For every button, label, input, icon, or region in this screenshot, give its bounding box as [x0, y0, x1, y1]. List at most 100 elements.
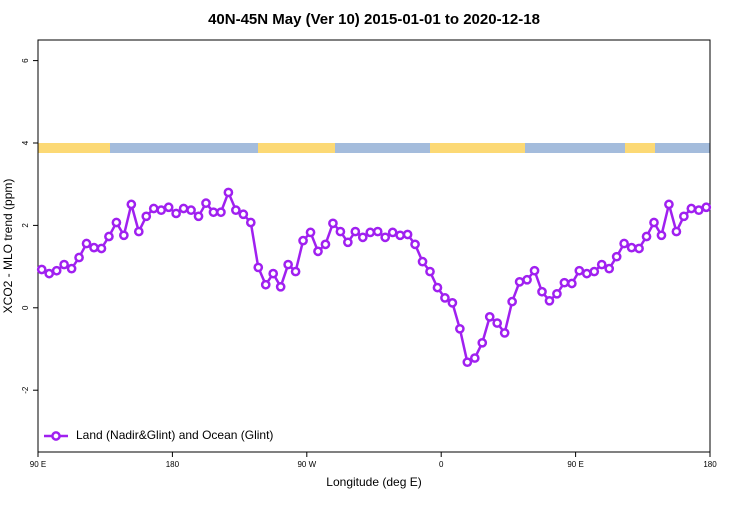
ocean-segment — [655, 143, 710, 153]
point — [402, 229, 413, 240]
point — [178, 203, 189, 214]
point — [357, 232, 368, 243]
point — [89, 242, 99, 253]
point — [59, 259, 69, 270]
point — [544, 295, 555, 306]
point — [350, 226, 361, 237]
point — [372, 226, 383, 237]
point — [432, 282, 443, 293]
point — [529, 265, 540, 276]
point — [133, 226, 144, 237]
land-segment — [258, 143, 335, 153]
point — [119, 230, 129, 241]
land-segment — [430, 143, 525, 153]
point — [343, 237, 353, 248]
point — [499, 328, 510, 338]
point — [634, 243, 644, 254]
y-axis-label: XCO2 - MLO trend (ppm) — [1, 179, 15, 314]
point — [283, 259, 293, 270]
point — [365, 227, 376, 238]
point — [537, 286, 547, 297]
x-tick-label: 0 — [439, 460, 444, 469]
land-segment — [38, 143, 110, 153]
point — [656, 230, 667, 241]
chart-title: 40N-45N May (Ver 10) 2015-01-01 to 2020-… — [208, 11, 540, 28]
point — [417, 256, 428, 267]
point — [477, 337, 488, 348]
point — [395, 230, 405, 241]
point — [455, 323, 465, 334]
point — [74, 252, 84, 263]
point — [253, 262, 264, 273]
point — [313, 246, 323, 257]
y-tick-label: 4 — [21, 140, 30, 145]
point — [245, 217, 256, 228]
point — [44, 268, 55, 279]
point — [514, 276, 525, 287]
point — [581, 268, 592, 279]
point — [447, 298, 458, 308]
x-tick-label: 90 W — [297, 460, 316, 469]
point — [626, 242, 637, 253]
point — [111, 217, 122, 228]
point — [604, 263, 615, 274]
point — [96, 243, 107, 254]
point — [641, 231, 652, 242]
point — [611, 251, 622, 262]
point — [260, 279, 271, 290]
point — [492, 318, 503, 328]
point — [223, 187, 234, 198]
point — [305, 227, 316, 238]
point — [693, 205, 704, 216]
point — [186, 205, 196, 216]
x-tick-label: 180 — [703, 460, 717, 469]
land-segment — [625, 143, 655, 153]
y-tick-label: 0 — [21, 305, 30, 310]
point — [193, 211, 204, 222]
ocean-segment — [525, 143, 625, 153]
point — [290, 266, 301, 277]
point — [171, 208, 181, 219]
point — [484, 312, 495, 322]
point — [81, 238, 92, 249]
x-tick-label: 90 E — [30, 460, 46, 469]
point — [425, 266, 435, 277]
point — [36, 264, 47, 275]
ocean-segment — [110, 143, 258, 153]
point — [387, 227, 398, 238]
point — [596, 259, 607, 270]
point — [208, 207, 219, 218]
point — [104, 231, 114, 242]
point — [335, 226, 346, 237]
point — [275, 281, 286, 292]
point — [559, 277, 570, 288]
point — [201, 198, 211, 209]
y-tick-label: -2 — [21, 386, 30, 394]
point — [664, 199, 674, 210]
point — [686, 203, 697, 214]
point — [649, 217, 659, 228]
point — [51, 265, 62, 276]
point — [148, 203, 159, 214]
point — [469, 353, 480, 363]
x-tick-label: 180 — [166, 460, 180, 469]
point — [268, 268, 279, 279]
point — [328, 218, 338, 229]
point — [701, 202, 712, 213]
legend-marker — [51, 431, 61, 441]
legend-label: Land (Nadir&Glint) and Ocean (Glint) — [76, 428, 273, 442]
point — [574, 265, 585, 276]
point — [507, 296, 517, 307]
point — [589, 266, 600, 277]
point — [216, 207, 226, 218]
point — [671, 226, 682, 237]
point — [410, 239, 420, 250]
point — [320, 239, 331, 250]
point — [238, 209, 249, 220]
point — [679, 211, 689, 222]
point — [462, 357, 473, 368]
point — [522, 274, 532, 285]
plot-frame — [37, 39, 711, 453]
point — [141, 211, 152, 222]
